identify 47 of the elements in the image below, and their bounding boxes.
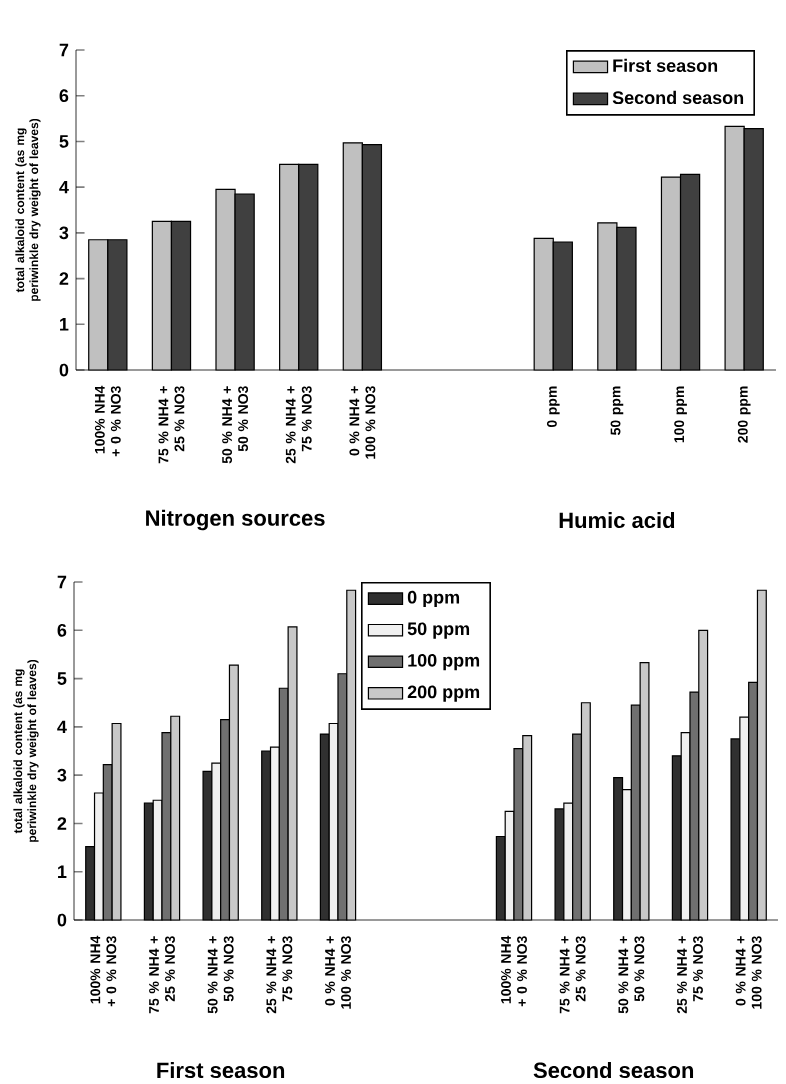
- legend-label: First season: [613, 58, 718, 73]
- x-tick-label: 0 % NH4 + 100 % NO3: [349, 386, 376, 459]
- legend-label: 200 ppm: [407, 685, 480, 702]
- y-tick-label: 7: [57, 575, 67, 589]
- x-tick-label: 50 % NH4 + 50 % NO3: [207, 936, 234, 1014]
- x-tick-label: 0 % NH4 + 100 % NO3: [735, 936, 762, 1009]
- text: First season: [157, 1061, 285, 1079]
- x-tick-label: 100% NH4 + 0 % NO3: [90, 935, 117, 1007]
- legend-label: 50 ppm: [407, 622, 470, 639]
- x-tick-label: 50 ppm: [610, 386, 624, 435]
- x-tick-label: 50 % NH4 + 50 % NO3: [222, 386, 249, 464]
- y-tick-label: 0: [57, 913, 67, 927]
- y-tick-label: 3: [57, 768, 67, 782]
- y-tick-label: 2: [57, 817, 67, 830]
- x-tick-label: 25 % NH4 + 75 % NO3: [266, 936, 293, 1014]
- y-tick-label: 1: [60, 318, 69, 331]
- y-tick-label: 6: [57, 623, 67, 637]
- x-tick-label: 25 % NH4 + 75 % NO3: [285, 386, 312, 464]
- text: Second season: [533, 1061, 694, 1079]
- x-tick-label: 25 % NH4 + 75 % NO3: [677, 936, 703, 1014]
- y-tick-label: 4: [57, 720, 67, 734]
- x-tick-label: 100% NH4 + 0 % NO3: [94, 385, 121, 457]
- y-tick-label: 1: [58, 865, 67, 878]
- y-axis-title: total alkaloid content (as mg periwinkle dry weight of leaves): [15, 118, 41, 301]
- y-tick-label: 2: [59, 272, 69, 285]
- y-tick-label: 0: [59, 363, 69, 377]
- y-tick-label: 6: [59, 89, 69, 103]
- x-tick-label: 75 % NH4 + 25 % NO3: [559, 936, 586, 1014]
- x-tick-label: 50 % NH4 + 50 % NO3: [618, 936, 645, 1014]
- y-tick-label: 3: [59, 226, 69, 240]
- y-tick-label: 7: [59, 43, 69, 57]
- y-tick-label: 5: [59, 135, 69, 148]
- x-tick-label: 100 ppm: [674, 386, 687, 443]
- y-tick-label: 4: [59, 180, 69, 194]
- y-axis-title: total alkaloid content (as mg periwinkle dry weight of leaves): [13, 659, 39, 842]
- x-tick-label: 75 % NH4 + 25 % NO3: [149, 936, 175, 1014]
- x-tick-label: 0 ppm: [546, 386, 560, 428]
- legend-label: Second season: [612, 90, 744, 105]
- y-tick-label: 5: [57, 672, 67, 685]
- x-tick-label: 100% NH4 + 0 % NO3: [501, 935, 527, 1007]
- x-tick-label: 75 % NH4 + 25 % NO3: [158, 386, 185, 464]
- x-tick-label: 200 ppm: [737, 386, 751, 443]
- legend-label: 100 ppm: [408, 653, 480, 671]
- legend-label: 0 ppm: [407, 590, 460, 608]
- x-tick-label: 0 % NH4 + 100 % NO3: [325, 936, 351, 1009]
- text: Humic acid: [559, 511, 675, 529]
- text: Nitrogen sources: [146, 509, 325, 531]
